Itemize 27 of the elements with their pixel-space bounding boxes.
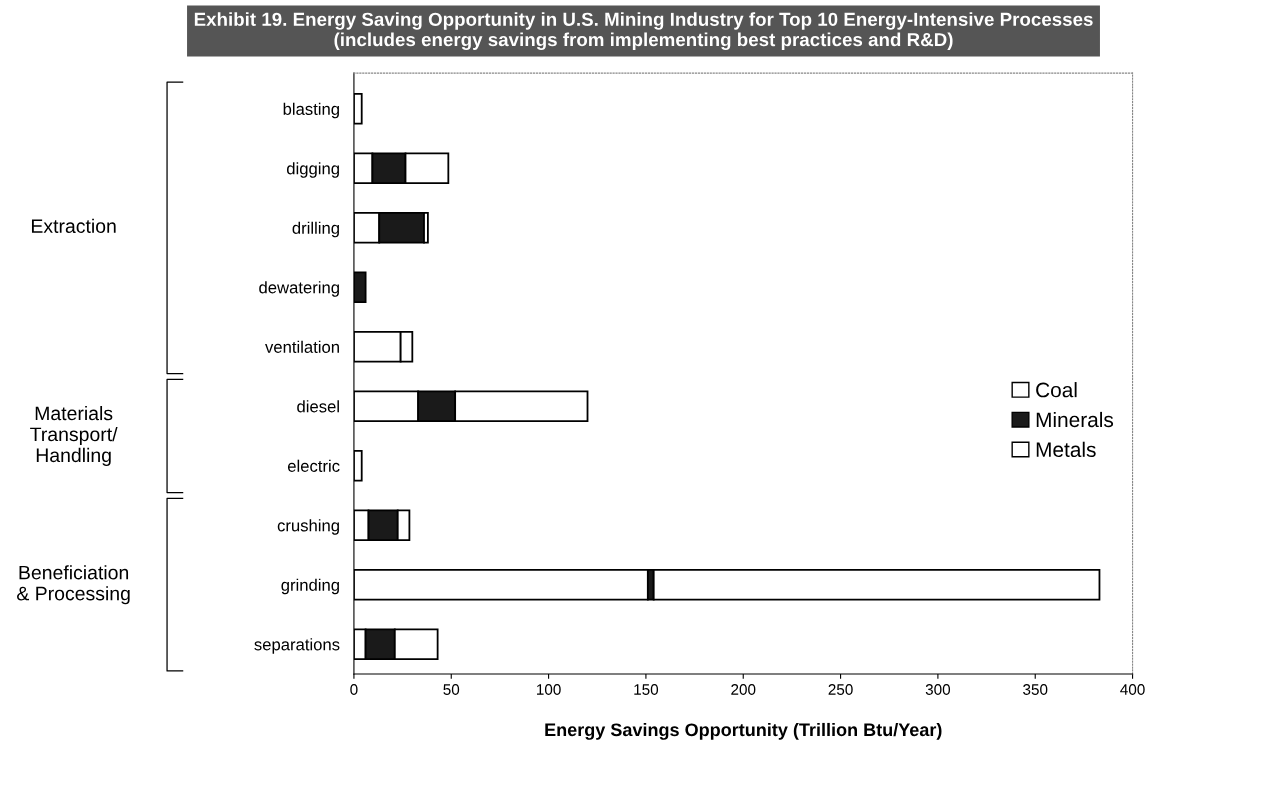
legend-label: Minerals (1036, 411, 1114, 428)
x-tick-label: 50 (443, 684, 460, 695)
x-tick-label: 250 (828, 684, 853, 695)
y-tick-label: grinding (281, 578, 339, 595)
x-tick-label: 200 (731, 684, 756, 695)
y-tick-label: blasting (283, 102, 339, 119)
chart-title: Exhibit 19. Energy Saving Opportunity in U.S. Mining Industry for Top 10 Energy-Intensive Processes (includes energy savings from implementing best practices and R&D) (194, 12, 1093, 51)
y-tick-label: separations (254, 638, 340, 654)
legend-label: Coal (1036, 382, 1077, 398)
y-tick-label: diesel (297, 400, 339, 413)
x-axis-title: Energy Savings Opportunity (Trillion Btu/Year) (545, 722, 942, 740)
x-tick-label: 400 (1120, 684, 1145, 695)
text: Materials Transport/ Handling (30, 405, 118, 466)
legend-label: Metals (1036, 441, 1096, 458)
y-tick-label: crushing (277, 519, 339, 535)
y-tick-label: drilling (292, 221, 339, 238)
x-tick-label: 150 (634, 684, 659, 695)
text: Extraction (31, 218, 116, 233)
y-tick-label: ventilation (265, 340, 339, 353)
text: Beneficiation & Processing (17, 565, 130, 605)
x-tick-label: 300 (925, 684, 951, 695)
x-tick-label: 100 (537, 684, 561, 695)
y-tick-label: dewatering (259, 281, 339, 297)
x-tick-label: 350 (1023, 684, 1048, 695)
y-tick-label: digging (286, 162, 339, 178)
y-tick-label: electric (287, 459, 340, 472)
x-tick-label: 0 (350, 684, 358, 695)
